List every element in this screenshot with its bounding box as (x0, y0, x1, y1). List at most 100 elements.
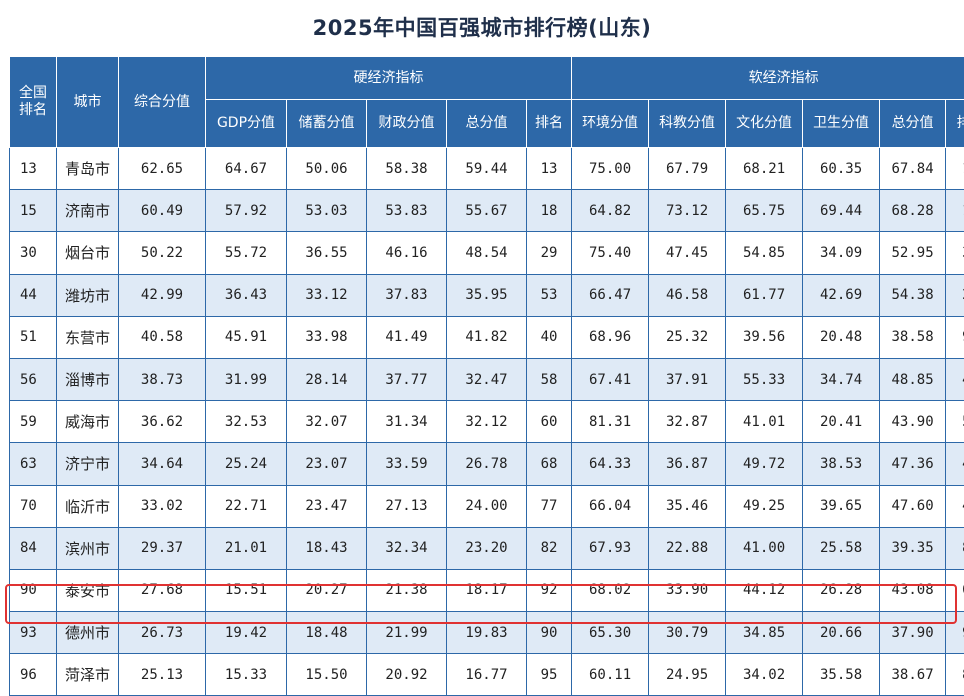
cell-edu: 22.88 (649, 527, 726, 569)
cell-soft-rank: 33 (946, 232, 964, 274)
cell-nat: 96 (10, 654, 57, 696)
cell-soft-rank: 49 (946, 443, 964, 485)
cell-nat: 13 (10, 148, 57, 190)
cell-nat: 90 (10, 569, 57, 611)
cell-edu: 67.79 (649, 148, 726, 190)
header-overall: 综合分值 (119, 57, 206, 148)
cell-gdp: 57.92 (206, 190, 287, 232)
cell-hard-total: 24.00 (447, 485, 527, 527)
cell-hard-rank: 68 (527, 443, 572, 485)
cell-hard-total: 41.82 (447, 316, 527, 358)
cell-fiscal: 33.59 (367, 443, 447, 485)
cell-culture: 68.21 (726, 148, 803, 190)
cell-env: 67.41 (572, 358, 649, 400)
cell-soft-total: 38.58 (880, 316, 946, 358)
cell-nat: 84 (10, 527, 57, 569)
header-hard-rank: 排名 (527, 100, 572, 148)
cell-city: 东营市 (57, 316, 119, 358)
header-gdp: GDP分值 (206, 100, 287, 148)
cell-city: 青岛市 (57, 148, 119, 190)
cell-fiscal: 41.49 (367, 316, 447, 358)
cell-health: 34.09 (803, 232, 880, 274)
cell-soft-total: 68.28 (880, 190, 946, 232)
cell-city: 济南市 (57, 190, 119, 232)
cell-savings: 23.47 (287, 485, 367, 527)
cell-city: 济宁市 (57, 443, 119, 485)
cell-gdp: 32.53 (206, 401, 287, 443)
cell-edu: 30.79 (649, 612, 726, 654)
cell-gdp: 19.42 (206, 612, 287, 654)
cell-overall: 27.68 (119, 569, 206, 611)
cell-hard-rank: 77 (527, 485, 572, 527)
header-savings: 储蓄分值 (287, 100, 367, 148)
header-soft-total: 总分值 (880, 100, 946, 148)
cell-soft-total: 43.90 (880, 401, 946, 443)
cell-hard-rank: 90 (527, 612, 572, 654)
cell-env: 64.82 (572, 190, 649, 232)
cell-fiscal: 21.99 (367, 612, 447, 654)
cell-health: 69.44 (803, 190, 880, 232)
cell-soft-rank: 58 (946, 401, 964, 443)
cell-soft-total: 47.60 (880, 485, 946, 527)
cell-env: 68.02 (572, 569, 649, 611)
cell-culture: 61.77 (726, 274, 803, 316)
cell-gdp: 15.33 (206, 654, 287, 696)
header-fiscal: 财政分值 (367, 100, 447, 148)
cell-nat: 70 (10, 485, 57, 527)
cell-savings: 33.98 (287, 316, 367, 358)
header-culture: 文化分值 (726, 100, 803, 148)
cell-soft-total: 38.67 (880, 654, 946, 696)
cell-env: 75.40 (572, 232, 649, 274)
cell-env: 67.93 (572, 527, 649, 569)
cell-culture: 55.33 (726, 358, 803, 400)
cell-overall: 42.99 (119, 274, 206, 316)
cell-gdp: 31.99 (206, 358, 287, 400)
cell-env: 60.11 (572, 654, 649, 696)
cell-savings: 32.07 (287, 401, 367, 443)
header-city: 城市 (57, 57, 119, 148)
cell-overall: 38.73 (119, 358, 206, 400)
cell-fiscal: 53.83 (367, 190, 447, 232)
cell-health: 26.28 (803, 569, 880, 611)
cell-overall: 34.64 (119, 443, 206, 485)
cell-soft-rank: 87 (946, 654, 964, 696)
cell-gdp: 55.72 (206, 232, 287, 274)
header-national-rank: 全国排名 (10, 57, 57, 148)
cell-overall: 26.73 (119, 612, 206, 654)
cell-fiscal: 46.16 (367, 232, 447, 274)
cell-nat: 44 (10, 274, 57, 316)
cell-culture: 49.72 (726, 443, 803, 485)
cell-culture: 49.25 (726, 485, 803, 527)
cell-hard-total: 26.78 (447, 443, 527, 485)
cell-culture: 41.01 (726, 401, 803, 443)
cell-fiscal: 58.38 (367, 148, 447, 190)
cell-health: 20.41 (803, 401, 880, 443)
cell-hard-total: 32.12 (447, 401, 527, 443)
cell-savings: 15.50 (287, 654, 367, 696)
cell-env: 65.30 (572, 612, 649, 654)
cell-hard-rank: 60 (527, 401, 572, 443)
cell-city: 潍坊市 (57, 274, 119, 316)
cell-gdp: 22.71 (206, 485, 287, 527)
cell-overall: 25.13 (119, 654, 206, 696)
cell-hard-total: 32.47 (447, 358, 527, 400)
cell-overall: 50.22 (119, 232, 206, 274)
cell-nat: 56 (10, 358, 57, 400)
cell-edu: 32.87 (649, 401, 726, 443)
cell-soft-rank: 10 (946, 190, 964, 232)
cell-nat: 59 (10, 401, 57, 443)
header-soft-rank: 排名 (946, 100, 964, 148)
cell-overall: 36.62 (119, 401, 206, 443)
cell-city: 威海市 (57, 401, 119, 443)
cell-soft-rank: 28 (946, 274, 964, 316)
cell-savings: 20.27 (287, 569, 367, 611)
cell-fiscal: 37.83 (367, 274, 447, 316)
cell-hard-rank: 92 (527, 569, 572, 611)
cell-health: 38.53 (803, 443, 880, 485)
